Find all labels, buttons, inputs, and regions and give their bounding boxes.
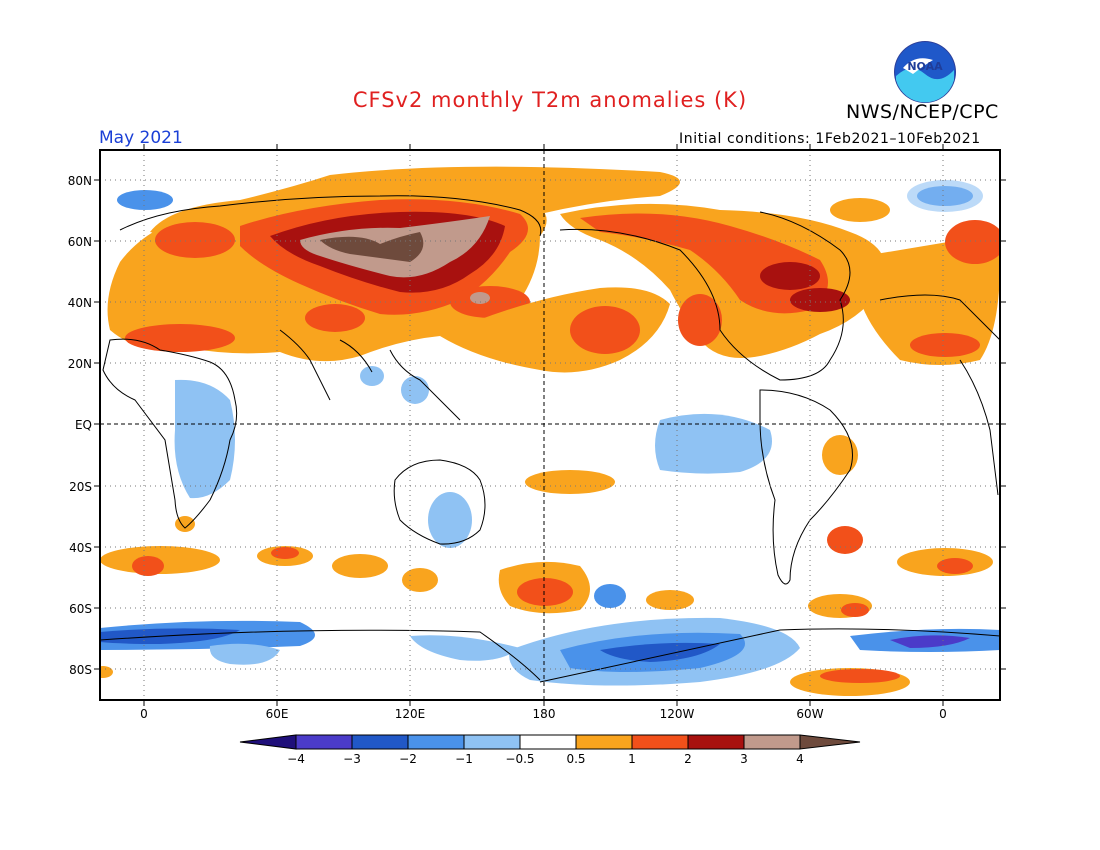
warm-antarctic-west-tip — [100, 666, 113, 678]
cool-east-pacific — [655, 413, 772, 474]
colorbar-label: −3 — [343, 752, 361, 766]
hot-antarctic-atl — [820, 669, 900, 683]
coastlines — [100, 195, 1000, 683]
colorbar-swatch — [351, 734, 409, 750]
lon-label: 0 — [140, 707, 148, 721]
warm-south-america — [827, 526, 863, 554]
colorbar-label: 2 — [684, 752, 692, 766]
lon-label: 180 — [533, 707, 556, 721]
hot-southern-ocean-1 — [132, 556, 164, 576]
lat-label: 20S — [69, 480, 92, 494]
colorbar-swatch — [687, 734, 745, 750]
lon-labels: 0 60E 120E 180 120W 60W 0 — [140, 707, 947, 721]
hot-europe-east — [945, 220, 1000, 264]
lat-label: 40S — [69, 541, 92, 555]
map-title: CFSv2 monthly T2m anomalies (K) — [352, 88, 748, 112]
lat-label: 20N — [68, 357, 92, 371]
lon-ticks — [143, 144, 944, 706]
lat-label: 40N — [68, 296, 92, 310]
colorbar-label: 3 — [740, 752, 748, 766]
colorbar-label: −2 — [399, 752, 417, 766]
warm-southern-ocean-3 — [332, 554, 388, 578]
lat-label: 80N — [68, 174, 92, 188]
colorbar-swatch — [519, 734, 577, 750]
agency-label: NWS/NCEP/CPC — [846, 101, 999, 123]
gridlines — [100, 150, 1000, 700]
colorbar-swatch — [799, 734, 861, 750]
colorbar-swatch — [295, 734, 353, 750]
logo-text: NOAA — [907, 60, 943, 73]
hot-sahara-patch — [125, 324, 235, 352]
noaa-logo-icon: NOAA — [894, 41, 956, 103]
colorbar-label: −4 — [287, 752, 305, 766]
colorbar-swatch — [463, 734, 521, 750]
coldest-antarctic-pacific — [600, 642, 720, 662]
lat-ticks — [94, 179, 1006, 670]
lat-label: 60S — [69, 602, 92, 616]
anomaly-fields — [100, 166, 1000, 696]
warm-south-africa-tip — [175, 516, 195, 532]
very-cold-antarctic-east — [890, 635, 970, 648]
very-hot-canada — [760, 262, 820, 290]
warm-atlantic — [840, 237, 1000, 365]
lon-label: 120W — [660, 707, 695, 721]
hot-west-us — [678, 294, 722, 346]
cool-africa — [174, 379, 235, 499]
colorbar-swatch — [575, 734, 633, 750]
colorbar-label: 4 — [796, 752, 804, 766]
cool-antarctic-patch-2 — [410, 635, 520, 661]
hot-southern-ocean-2 — [271, 547, 299, 559]
cool-maritime — [401, 376, 429, 404]
warm-south-pacific — [525, 470, 615, 494]
colorbar-label: −0.5 — [505, 752, 534, 766]
map-frame — [99, 149, 1001, 701]
warm-greenland-sea — [830, 198, 890, 222]
hot-central-asia — [305, 304, 365, 332]
colorbar-label: 1 — [628, 752, 636, 766]
warm-south-pacific-east — [646, 590, 694, 610]
cold-arctic-east-light — [907, 180, 983, 212]
cold-arctic-west — [117, 190, 173, 210]
cool-antarctic-patch — [209, 643, 280, 665]
lon-label: 60E — [266, 707, 289, 721]
very-hot-northeast-us — [790, 288, 850, 312]
hot-north-pacific — [570, 306, 640, 354]
cool-south-indian — [594, 584, 626, 608]
forecast-month: May 2021 — [99, 128, 183, 148]
very-cold-antarctic-west — [100, 628, 240, 644]
peak-siberia — [320, 232, 424, 262]
colorbar-label: 0.5 — [566, 752, 585, 766]
colorbar-swatch — [743, 734, 801, 750]
hot-south-atlantic — [937, 558, 973, 574]
hot-south-pacific-south — [517, 578, 573, 606]
peak-east-asia — [470, 292, 490, 304]
warm-north-america — [560, 203, 886, 358]
colorbar — [239, 734, 861, 750]
lat-label: EQ — [75, 418, 92, 432]
lat-label: 80S — [69, 663, 92, 677]
hot-north-america — [580, 213, 828, 314]
colorbar-labels: −4 −3 −2 −1 −0.5 0.5 1 2 3 4 — [287, 752, 804, 766]
colorbar-swatch — [631, 734, 689, 750]
colorbar-swatch — [407, 734, 465, 750]
lon-label: 120E — [395, 707, 426, 721]
initial-conditions: Initial conditions: 1Feb2021–10Feb2021 — [679, 131, 981, 147]
hot-north-africa-east — [910, 333, 980, 357]
lat-labels: 80N 60N 40N 20N EQ 20S 40S 60S 80S — [68, 174, 92, 677]
lat-label: 60N — [68, 235, 92, 249]
lon-label: 0 — [939, 707, 947, 721]
cool-australia — [428, 492, 472, 548]
warm-brazil — [822, 435, 858, 475]
colorbar-label: −1 — [455, 752, 473, 766]
colorbar-swatch — [239, 734, 297, 750]
hot-europe-patch — [155, 222, 235, 258]
hot-drake — [841, 603, 869, 617]
cool-indian-ocean — [360, 366, 384, 386]
warm-southern-ocean-4 — [402, 568, 438, 592]
lon-label: 60W — [796, 707, 823, 721]
